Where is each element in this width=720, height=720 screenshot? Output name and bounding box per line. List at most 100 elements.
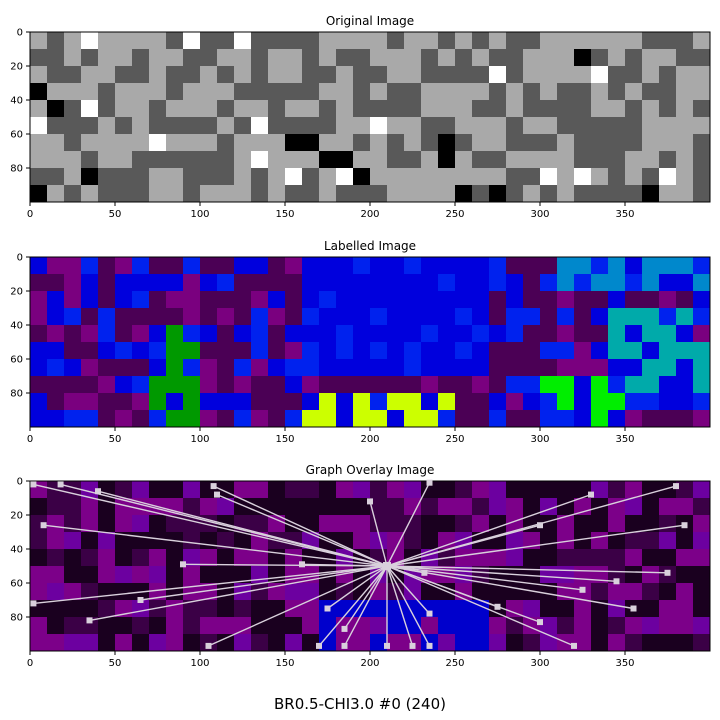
- heatmap-cell: [64, 257, 82, 275]
- heatmap-cell: [166, 83, 184, 101]
- heatmap-cell: [47, 168, 65, 186]
- heatmap-cell: [404, 583, 422, 601]
- heatmap-cell: [64, 83, 82, 101]
- heatmap-cell: [149, 325, 167, 343]
- heatmap-cell: [676, 325, 694, 343]
- heatmap-cell: [591, 291, 609, 309]
- heatmap-cell: [98, 376, 116, 394]
- heatmap-cell: [30, 151, 48, 169]
- heatmap-cell: [455, 49, 473, 67]
- heatmap-cell: [166, 274, 184, 292]
- heatmap-cell: [217, 66, 235, 84]
- heatmap-cell: [608, 583, 626, 601]
- heatmap-cell: [47, 291, 65, 309]
- heatmap-cell: [693, 134, 711, 152]
- heatmap-cell: [251, 549, 269, 567]
- heatmap-cell: [421, 257, 439, 275]
- heatmap-cell: [132, 257, 150, 275]
- heatmap-cell: [183, 308, 201, 326]
- heatmap-cell: [302, 393, 320, 411]
- heatmap-cell: [217, 291, 235, 309]
- heatmap-cell: [98, 66, 116, 84]
- heatmap-cell: [489, 83, 507, 101]
- heatmap-cell: [319, 634, 337, 652]
- heatmap-cell: [319, 617, 337, 635]
- heatmap-cell: [574, 359, 592, 377]
- heatmap-cell: [659, 376, 677, 394]
- heatmap-cell: [302, 291, 320, 309]
- heatmap-cell: [336, 49, 354, 67]
- heatmap-cell: [455, 32, 473, 50]
- heatmap-cell: [591, 617, 609, 635]
- heatmap-cell: [336, 393, 354, 411]
- heatmap-cell: [506, 600, 524, 618]
- heatmap-cell: [642, 325, 660, 343]
- heatmap-cell: [319, 498, 337, 516]
- heatmap-cell: [676, 83, 694, 101]
- graph-edge: [386, 565, 431, 647]
- heatmap-cell: [557, 308, 575, 326]
- heatmap-cell: [166, 410, 184, 428]
- heatmap-cell: [591, 634, 609, 652]
- heatmap-cell: [676, 32, 694, 50]
- heatmap-cell: [200, 617, 218, 635]
- heatmap-cell: [591, 481, 609, 499]
- heatmap-cell: [149, 600, 167, 618]
- heatmap-cell: [608, 257, 626, 275]
- heatmap-cell: [336, 291, 354, 309]
- heatmap-cell: [47, 376, 65, 394]
- heatmap-cell: [200, 117, 218, 135]
- heatmap-cell: [183, 185, 201, 203]
- heatmap-cell: [183, 257, 201, 275]
- heatmap-cell: [319, 117, 337, 135]
- heatmap-cell: [574, 532, 592, 550]
- heatmap-cell: [472, 583, 490, 601]
- heatmap-cell: [387, 32, 405, 50]
- heatmap-cell: [659, 308, 677, 326]
- heatmap-cell: [387, 291, 405, 309]
- heatmap-cell: [47, 342, 65, 360]
- heatmap-cell: [132, 151, 150, 169]
- heatmap-cell: [472, 100, 490, 118]
- heatmap-cell: [217, 583, 235, 601]
- heatmap-cell: [404, 257, 422, 275]
- heatmap-cell: [693, 308, 711, 326]
- heatmap-cell: [64, 617, 82, 635]
- heatmap-cell: [285, 308, 303, 326]
- heatmap-cell: [591, 359, 609, 377]
- heatmap-cell: [183, 376, 201, 394]
- heatmap-cell: [234, 498, 252, 516]
- heatmap-cell: [200, 100, 218, 118]
- heatmap-cell: [455, 168, 473, 186]
- heatmap-cell: [421, 515, 439, 533]
- heatmap-cell: [438, 83, 456, 101]
- heatmap-cell: [30, 308, 48, 326]
- x-tick-label: 300: [530, 658, 549, 669]
- heatmap-cell: [302, 410, 320, 428]
- heatmap-cell: [166, 600, 184, 618]
- heatmap-cell: [438, 291, 456, 309]
- heatmap-cell: [693, 600, 711, 618]
- heatmap-cell: [183, 498, 201, 516]
- heatmap-cell: [540, 134, 558, 152]
- heatmap-cell: [200, 83, 218, 101]
- heatmap-cell: [285, 257, 303, 275]
- heatmap-cell: [387, 185, 405, 203]
- heatmap-cell: [506, 66, 524, 84]
- heatmap-cell: [557, 410, 575, 428]
- heatmap-cell: [98, 151, 116, 169]
- heatmap-cell: [625, 583, 643, 601]
- heatmap-cell: [455, 151, 473, 169]
- heatmap-cell: [625, 342, 643, 360]
- heatmap-cell: [642, 617, 660, 635]
- heatmap-cell: [608, 634, 626, 652]
- heatmap-cell: [472, 168, 490, 186]
- heatmap-cell: [353, 410, 371, 428]
- heatmap-cell: [336, 83, 354, 101]
- heatmap-cell: [81, 49, 99, 67]
- y-tick-label: 20: [10, 62, 23, 73]
- heatmap-cell: [659, 32, 677, 50]
- heatmap-cell: [132, 117, 150, 135]
- heatmap-cell: [98, 410, 116, 428]
- heatmap-cell: [98, 617, 116, 635]
